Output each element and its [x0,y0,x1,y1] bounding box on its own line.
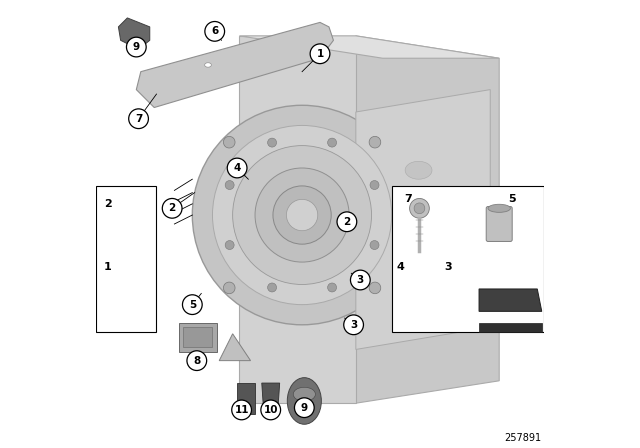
Bar [184,327,212,347]
Polygon shape [124,262,135,270]
Polygon shape [479,289,541,311]
Text: 257891: 257891 [504,433,541,443]
Circle shape [223,136,235,148]
Circle shape [233,146,372,284]
Circle shape [212,125,392,305]
Polygon shape [136,22,333,108]
Bar [392,186,544,332]
Circle shape [273,186,332,244]
Circle shape [127,37,146,57]
Text: 1: 1 [316,49,324,59]
Text: 7: 7 [135,114,142,124]
Text: 4: 4 [396,262,404,271]
Circle shape [351,270,370,290]
Text: 2: 2 [104,199,112,209]
Text: 3: 3 [356,275,364,285]
Polygon shape [420,262,431,270]
Circle shape [369,282,381,294]
Circle shape [227,158,247,178]
Polygon shape [237,383,255,414]
Polygon shape [262,383,280,417]
Ellipse shape [205,63,211,67]
Polygon shape [356,36,499,403]
Circle shape [232,400,252,420]
Text: 5: 5 [189,300,196,310]
Circle shape [187,351,207,370]
Text: 9: 9 [132,42,140,52]
Text: 1: 1 [104,262,112,271]
Text: 3: 3 [350,320,357,330]
Text: 7: 7 [404,194,412,204]
Circle shape [344,315,364,335]
Ellipse shape [405,161,432,179]
Circle shape [268,283,276,292]
Bar [96,186,157,332]
Text: 2: 2 [168,203,176,213]
Polygon shape [118,18,150,49]
Text: 6: 6 [211,26,218,36]
Ellipse shape [405,215,432,233]
Circle shape [370,241,379,250]
Bar [479,323,541,332]
Circle shape [182,295,202,314]
Text: 8: 8 [193,356,200,366]
Circle shape [370,181,379,190]
Circle shape [410,198,429,218]
Circle shape [328,138,337,147]
Text: 9: 9 [301,403,308,413]
Polygon shape [220,334,251,361]
Ellipse shape [287,378,321,424]
Ellipse shape [488,204,511,212]
Polygon shape [124,199,135,207]
Circle shape [328,283,337,292]
Text: 5: 5 [508,194,516,204]
Circle shape [268,138,276,147]
Circle shape [223,282,235,294]
Circle shape [129,109,148,129]
Circle shape [287,199,318,231]
Circle shape [337,212,356,232]
Circle shape [310,44,330,64]
Circle shape [205,22,225,41]
Circle shape [414,203,425,214]
Polygon shape [356,90,490,349]
Bar [179,323,217,352]
Ellipse shape [405,269,432,287]
Circle shape [255,168,349,262]
Text: 11: 11 [234,405,249,415]
FancyBboxPatch shape [486,207,512,241]
Circle shape [163,198,182,218]
Text: 4: 4 [234,163,241,173]
Ellipse shape [293,387,316,401]
Circle shape [294,398,314,418]
Circle shape [225,241,234,250]
Text: 10: 10 [264,405,278,415]
Text: 2: 2 [343,217,351,227]
Circle shape [193,105,412,325]
Polygon shape [454,262,464,270]
Circle shape [369,136,381,148]
Polygon shape [239,36,499,58]
Circle shape [225,181,234,190]
Text: 3: 3 [445,262,452,271]
Circle shape [261,400,280,420]
Polygon shape [239,36,356,403]
